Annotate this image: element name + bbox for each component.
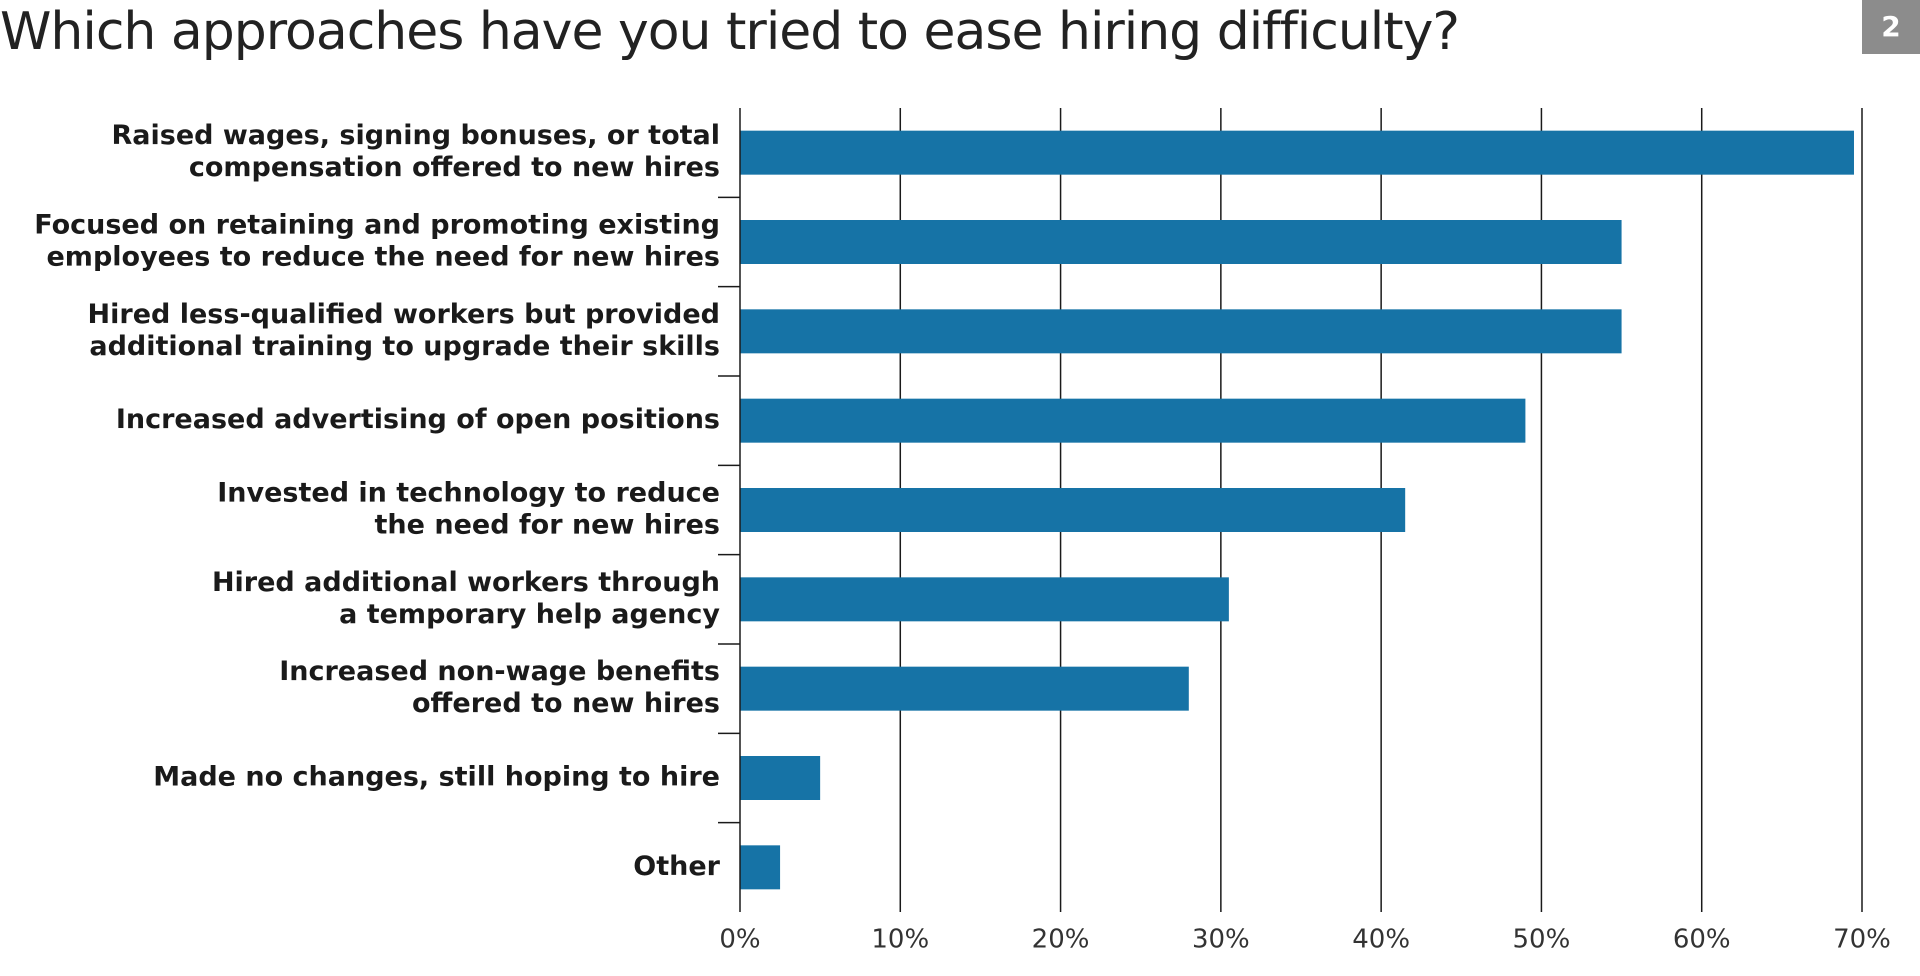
bar-3: [740, 398, 1526, 443]
x-tick-label-20: 20%: [1032, 925, 1090, 955]
category-label-4-line-0: Invested in technology to reduce: [217, 478, 720, 509]
x-tick-label-60: 60%: [1673, 925, 1731, 955]
category-label-1-line-1: employees to reduce the need for new hir…: [47, 242, 721, 273]
category-label-4-line-1: the need for new hires: [375, 510, 720, 541]
category-label-5-line-1: a temporary help agency: [339, 599, 720, 630]
category-label-1-line-0: Focused on retaining and promoting exist…: [34, 210, 720, 241]
category-label-2-line-0: Hired less-qualified workers but provide…: [88, 299, 720, 330]
category-label-2-line-1: additional training to upgrade their ski…: [89, 331, 720, 362]
x-tick-label-40: 40%: [1352, 925, 1410, 955]
bar-1: [740, 220, 1622, 264]
category-label-5-line-0: Hired additional workers through: [212, 567, 720, 598]
bar-5: [740, 577, 1229, 622]
page-title: Which approaches have you tried to ease …: [0, 2, 1460, 62]
x-tick-label-30: 30%: [1192, 925, 1250, 955]
x-tick-label-0: 0%: [719, 925, 760, 955]
bar-4: [740, 488, 1406, 532]
bar-8: [740, 845, 781, 890]
category-label-6-line-1: offered to new hires: [412, 688, 720, 719]
bar-6: [740, 666, 1189, 711]
x-tick-label-50: 50%: [1513, 925, 1571, 955]
category-label-6-line-0: Increased non-wage benefits: [279, 656, 720, 687]
bar-2: [740, 309, 1622, 354]
category-label-0-line-1: compensation offered to new hires: [189, 152, 720, 183]
page-number-badge: 2: [1862, 0, 1920, 54]
category-label-8-line-0: Other: [633, 851, 720, 882]
category-label-0-line-0: Raised wages, signing bonuses, or total: [111, 120, 720, 151]
category-label-3-line-0: Increased advertising of open positions: [116, 404, 720, 435]
x-tick-label-70: 70%: [1833, 925, 1891, 955]
bar-7: [740, 756, 821, 800]
category-label-7-line-0: Made no changes, still hoping to hire: [153, 762, 720, 793]
x-tick-label-10: 10%: [871, 925, 929, 955]
bar-0: [740, 130, 1854, 175]
